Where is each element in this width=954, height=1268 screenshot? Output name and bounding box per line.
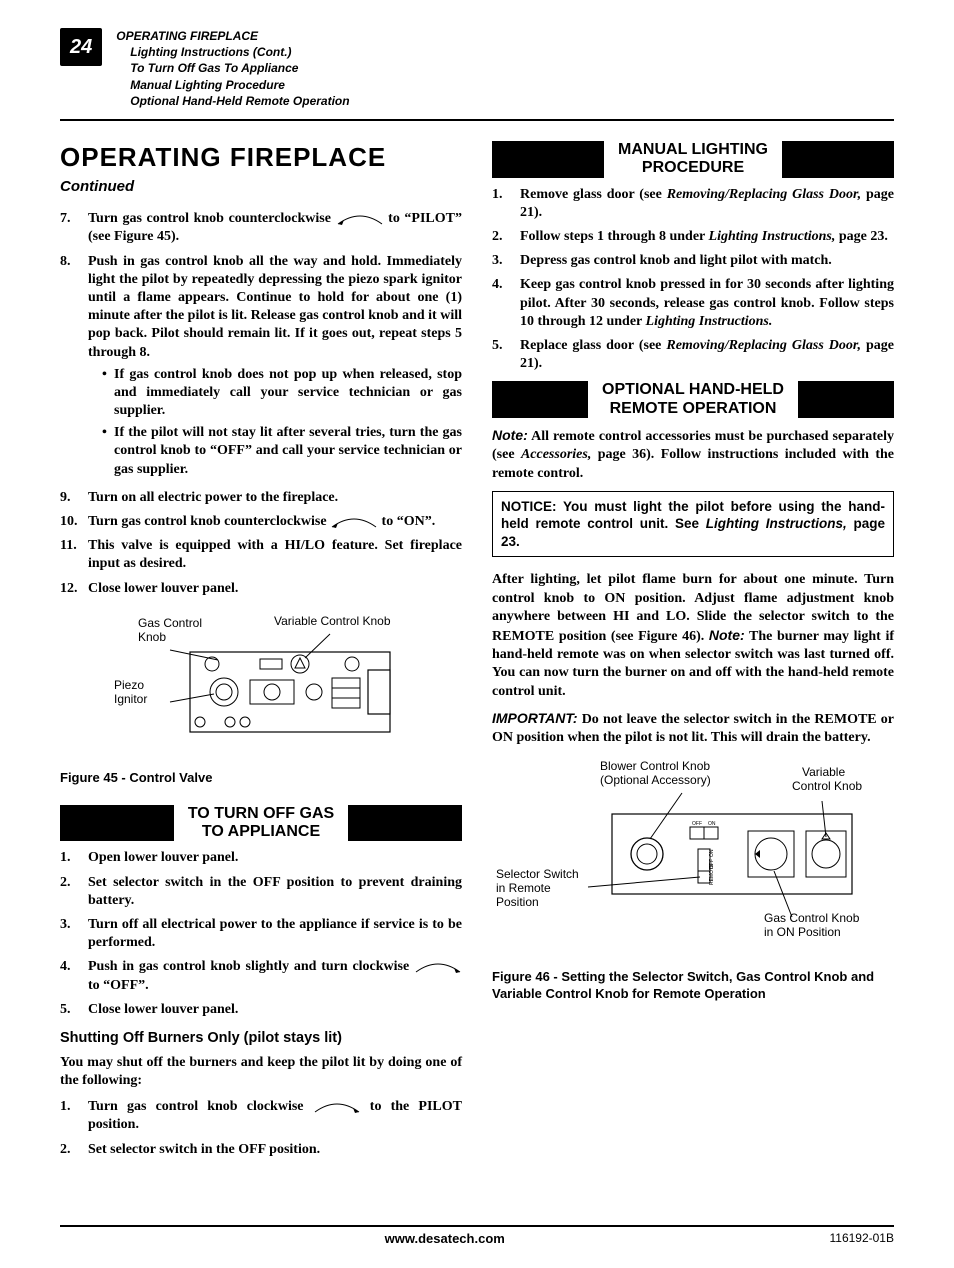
- page-footer: www.desatech.com 116192-01B: [60, 1225, 894, 1248]
- step-text: to “ON”.: [378, 514, 435, 529]
- remote-section-banner: OPTIONAL HAND-HELDREMOTE OPERATION: [492, 381, 894, 418]
- step-text: Replace glass door (see: [520, 338, 666, 353]
- ccw-arrow-icon: [330, 515, 378, 529]
- lighting-steps-continued: 7.Turn gas control knob counterclockwise…: [60, 210, 462, 598]
- section-title: TO TURN OFF GAS: [188, 805, 334, 823]
- footer-doc-id: 116192-01B: [829, 1231, 894, 1248]
- header-toc: OPERATING FIREPLACE Lighting Instruction…: [116, 28, 349, 109]
- page-number-badge: 24: [60, 28, 102, 66]
- section-title: OPTIONAL HAND-HELD: [602, 381, 784, 399]
- label-knob: Knob: [138, 630, 166, 646]
- footer-url: www.desatech.com: [385, 1231, 505, 1248]
- main-title: OPERATING FIREPLACE: [60, 141, 462, 175]
- notice-italic: Lighting Instructions,: [706, 516, 847, 531]
- svg-text:REMOTE: REMOTE: [709, 863, 715, 885]
- step-text: Push in gas control knob slightly and tu…: [88, 959, 414, 974]
- toc-sub: Manual Lighting Procedure: [130, 77, 349, 93]
- remote-note-paragraph: Note: All remote control accessories mus…: [492, 426, 894, 483]
- shutoff-heading: Shutting Off Burners Only (pilot stays l…: [60, 1029, 462, 1048]
- label-var2: Control Knob: [792, 779, 862, 795]
- step-text: This valve is equipped with a HI/LO feat…: [88, 537, 462, 573]
- step-italic: Removing/Replacing Glass Door,: [667, 187, 861, 202]
- label-variable-knob: Variable Control Knob: [274, 614, 391, 630]
- figure-45-diagram: Gas Control Knob Variable Control Knob P…: [100, 612, 462, 762]
- step-text: Push in gas control knob all the way and…: [88, 254, 462, 360]
- remote-paragraph: After lighting, let pilot flame burn for…: [492, 571, 894, 700]
- step-text: Close lower louver panel.: [88, 1001, 462, 1019]
- section-title: REMOTE OPERATION: [610, 400, 777, 418]
- step-text: Open lower louver panel.: [88, 849, 462, 867]
- step-text: Remove glass door (see: [520, 187, 667, 202]
- note-italic: Accessories,: [521, 447, 591, 462]
- figure-45-caption: Figure 45 - Control Valve: [60, 770, 462, 787]
- label-sel3: Position: [496, 895, 539, 911]
- step-text: Turn gas control knob counterclockwise: [88, 514, 330, 529]
- shutoff-intro: You may shut off the burners and keep th…: [60, 1054, 462, 1090]
- left-column: OPERATING FIREPLACE Continued 7.Turn gas…: [60, 141, 462, 1165]
- toc-sub: Optional Hand-Held Remote Operation: [130, 93, 349, 109]
- page-header: 24 OPERATING FIREPLACE Lighting Instruct…: [60, 28, 894, 109]
- label-piezo2: Ignitor: [114, 692, 147, 708]
- manual-section-banner: MANUAL LIGHTINGPROCEDURE: [492, 141, 894, 178]
- section-title: TO APPLIANCE: [202, 823, 320, 841]
- step-italic: Removing/Replacing Glass Door,: [666, 338, 861, 353]
- figure-46-diagram: OFF ON ON OFF REMOTE: [492, 759, 894, 969]
- step-text: Set selector switch in the OFF position …: [88, 874, 462, 910]
- note-label: Note:: [492, 427, 528, 443]
- toc-sub: To Turn Off Gas To Appliance: [130, 60, 349, 76]
- step-text: Turn gas control knob counterclockwise: [88, 211, 336, 226]
- toc-sub: Lighting Instructions (Cont.): [130, 44, 349, 60]
- step-text: Turn on all electric power to the firepl…: [88, 489, 462, 507]
- manual-steps: 1.Remove glass door (see Removing/Replac…: [492, 186, 894, 374]
- step-text: Turn off all electrical power to the app…: [88, 916, 462, 952]
- right-column: MANUAL LIGHTINGPROCEDURE 1.Remove glass …: [492, 141, 894, 1165]
- step-text: Close lower louver panel.: [88, 580, 462, 598]
- important-label: IMPORTANT:: [492, 710, 578, 726]
- notice-box: NOTICE: You must light the pilot before …: [492, 491, 894, 558]
- step-text: Turn gas control knob clockwise: [88, 1099, 313, 1114]
- toc-title: OPERATING FIREPLACE: [116, 28, 349, 44]
- turnoff-section-banner: TO TURN OFF GASTO APPLIANCE: [60, 805, 462, 842]
- important-paragraph: IMPORTANT: Do not leave the selector swi…: [492, 709, 894, 747]
- header-rule: [60, 119, 894, 121]
- section-title: PROCEDURE: [642, 159, 744, 177]
- step-text: page 23.: [835, 229, 888, 244]
- ccw-arrow-icon: [336, 212, 384, 226]
- note-label: Note:: [709, 627, 745, 643]
- step-italic: Lighting Instructions,: [709, 229, 836, 244]
- svg-text:ON: ON: [708, 821, 716, 827]
- label-gas2: in ON Position: [764, 925, 841, 941]
- step-text: Depress gas control knob and light pilot…: [520, 252, 894, 270]
- step-bullet: If the pilot will not stay lit after sev…: [102, 424, 462, 479]
- section-title: MANUAL LIGHTING: [618, 141, 768, 159]
- step-italic: Lighting Instructions.: [646, 314, 773, 329]
- continued-label: Continued: [60, 177, 462, 197]
- step-bullet: If gas control knob does not pop up when…: [102, 366, 462, 421]
- cw-arrow-icon: [414, 960, 462, 974]
- step-text: Follow steps 1 through 8 under: [520, 229, 709, 244]
- shutoff-steps: 1.Turn gas control knob clockwise to the…: [60, 1098, 462, 1159]
- svg-text:ON: ON: [709, 849, 715, 857]
- step-text: to “OFF”.: [88, 978, 149, 993]
- cw-arrow-icon: [313, 1100, 361, 1114]
- label-blower2: (Optional Accessory): [600, 773, 711, 789]
- figure-46-caption: Figure 46 - Setting the Selector Switch,…: [492, 969, 894, 1003]
- svg-text:OFF: OFF: [692, 821, 702, 827]
- turnoff-steps: 1.Open lower louver panel. 2.Set selecto…: [60, 849, 462, 1019]
- step-text: Set selector switch in the OFF position.: [88, 1141, 462, 1159]
